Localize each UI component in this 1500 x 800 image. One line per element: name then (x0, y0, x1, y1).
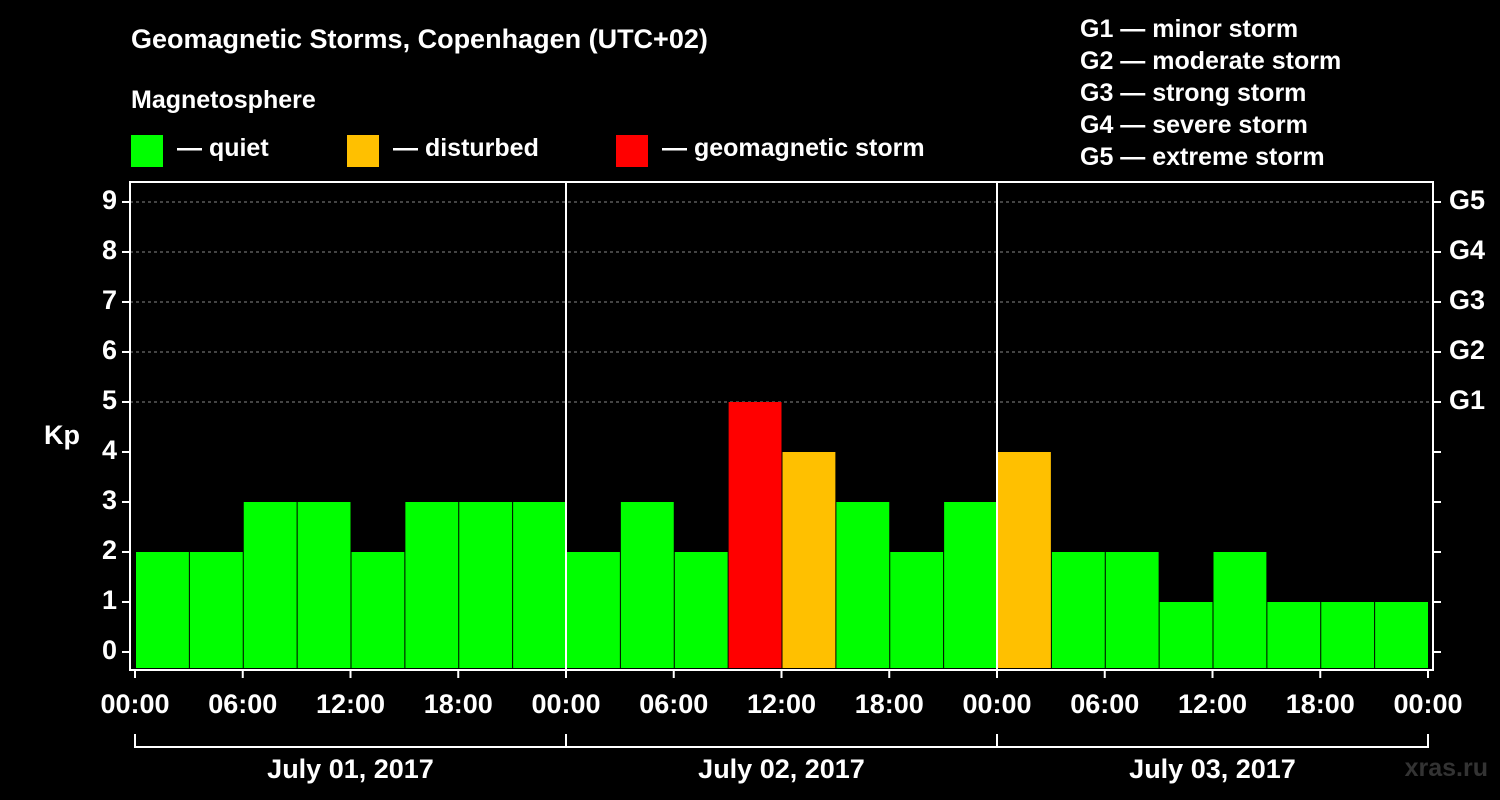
y-tick-label: 9 (102, 185, 117, 215)
y-tick-label: 1 (102, 585, 117, 615)
y-tick-label: 4 (102, 435, 117, 465)
kp-bar (674, 552, 728, 668)
g-level-label: G2 (1449, 335, 1485, 365)
y-axis-label: Kp (44, 420, 80, 450)
x-tick-label: 00:00 (100, 689, 169, 719)
grid-lines (130, 201, 1433, 403)
day-label: July 01, 2017 (267, 754, 434, 784)
kp-bar (620, 502, 674, 668)
legend-label-storm: — geomagnetic storm (662, 134, 925, 162)
x-tick-label: 18:00 (424, 689, 493, 719)
legend-swatch-disturbed (347, 135, 379, 167)
kp-bar (944, 502, 997, 668)
kp-bar (189, 552, 243, 668)
legend-label-disturbed: — disturbed (393, 134, 539, 162)
y-tick-label: 7 (102, 285, 117, 315)
x-tick-label: 12:00 (747, 689, 816, 719)
watermark: xras.ru (1404, 754, 1488, 782)
kp-bar (1213, 552, 1267, 668)
g-scale-g2: G2 — moderate storm (1080, 47, 1342, 75)
kp-bar (351, 552, 405, 668)
kp-bar (1051, 552, 1105, 668)
x-tick-label: 00:00 (531, 689, 600, 719)
kp-bar (405, 502, 459, 668)
x-tick-label: 06:00 (1070, 689, 1139, 719)
x-tick-label: 00:00 (962, 689, 1031, 719)
kp-bar (1159, 602, 1213, 668)
kp-bar (567, 552, 620, 668)
y-tick-label: 0 (102, 635, 117, 665)
g-scale-g4: G4 — severe storm (1080, 111, 1308, 139)
y-tick-label: 5 (102, 385, 117, 415)
kp-bar (998, 452, 1051, 668)
x-tick-label: 06:00 (208, 689, 277, 719)
kp-bar (243, 502, 297, 668)
g-scale-g1: G1 — minor storm (1080, 15, 1299, 43)
kp-bar (459, 502, 513, 668)
axes: 0 1 2 3 4 5 6 7 8 9 G1 G2 G3 G4 G5 00:00 06:00 12:00 18:00… (100, 181, 1485, 784)
x-tick-label: 06:00 (639, 689, 708, 719)
legend-swatch-storm (616, 135, 648, 167)
kp-bar (1375, 602, 1428, 668)
x-tick-label: 18:00 (1286, 689, 1355, 719)
kp-bar (890, 552, 944, 668)
g-scale-g3: G3 — strong storm (1080, 79, 1307, 107)
day-label: July 02, 2017 (698, 754, 865, 784)
day-label: July 03, 2017 (1129, 754, 1296, 784)
y-tick-label: 3 (102, 485, 117, 515)
y-tick-label: 8 (102, 235, 117, 265)
kp-bar (297, 502, 351, 668)
kp-bar (1267, 602, 1321, 668)
chart-title: Geomagnetic Storms, Copenhagen (UTC+02) (131, 24, 708, 54)
y-tick-label: 6 (102, 335, 117, 365)
g-level-label: G5 (1449, 185, 1485, 215)
kp-bar (782, 452, 836, 668)
kp-bar (1321, 602, 1375, 668)
x-tick-label: 12:00 (316, 689, 385, 719)
legend-label-quiet: — quiet (177, 134, 269, 162)
kp-bar (136, 552, 189, 668)
kp-bar (836, 502, 890, 668)
kp-bar (513, 502, 566, 668)
y-tick-label: 2 (102, 535, 117, 565)
bar-series (136, 402, 1428, 668)
kp-bar (728, 402, 782, 668)
g-level-label: G3 (1449, 285, 1485, 315)
g-level-label: G1 (1449, 385, 1485, 415)
legend-subtitle: Magnetosphere (131, 86, 316, 114)
x-tick-label: 18:00 (855, 689, 924, 719)
x-tick-label: 00:00 (1393, 689, 1462, 719)
kp-bar (1105, 552, 1159, 668)
g-scale-g5: G5 — extreme storm (1080, 143, 1325, 171)
g-level-label: G4 (1449, 235, 1485, 265)
legend-swatch-quiet (131, 135, 163, 167)
x-tick-label: 12:00 (1178, 689, 1247, 719)
